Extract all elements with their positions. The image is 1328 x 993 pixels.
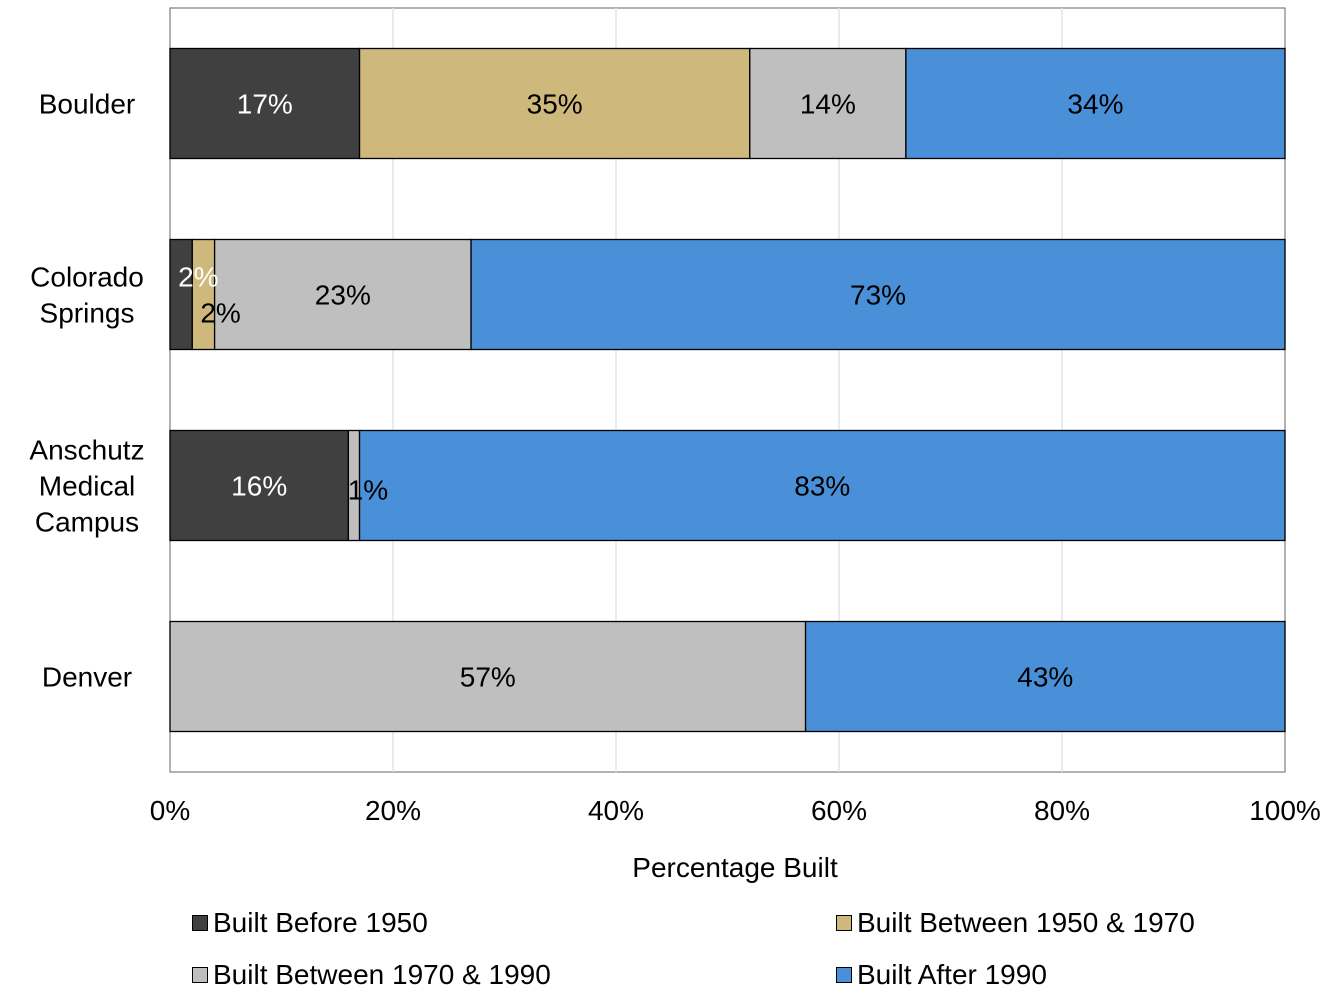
x-tick-label: 100% [1249,795,1321,826]
x-axis-title: Percentage Built [632,852,838,883]
data-label: 73% [850,280,906,311]
category-label: Colorado Springs [30,262,144,329]
category-label: Boulder [39,89,136,120]
data-label: 35% [527,89,583,120]
data-label: 2% [178,262,218,293]
x-tick-label: 80% [1034,795,1090,826]
bar-segment [358,429,1286,542]
data-label: 14% [800,89,856,120]
data-label: 1% [348,475,388,506]
bar-segment [169,47,361,160]
bar-segment [191,238,216,351]
data-label: 57% [460,662,516,693]
bar-segment [169,238,193,351]
data-label: 43% [1017,662,1073,693]
x-tick-label: 40% [588,795,644,826]
data-label: 16% [231,471,287,502]
x-tick-label: 60% [811,795,867,826]
category-labels: Boulder Colorado Springs Anschutz Medical Cam… [29,89,144,693]
x-tick-labels: 0% 20% 40% 60% 80% 100% [150,795,1321,826]
bar-segment [169,429,350,542]
bar-segment [169,620,807,733]
bars: 17% 35% 14% 34% 2% 2% 23% 73% 16% 1% 83% 57% 43% [169,47,1286,733]
x-tick-label: 20% [365,795,421,826]
data-label: 23% [315,280,371,311]
bar-segment [213,238,472,351]
data-label: 34% [1067,89,1123,120]
category-label: Denver [42,662,132,693]
data-label: 83% [794,471,850,502]
category-label: Anschutz Medical Campus [29,435,144,538]
x-tick-label: 0% [150,795,190,826]
bar-segment [470,238,1286,351]
bar-segment [905,47,1286,160]
bar-segment [804,620,1286,733]
plot-area-border [169,7,1286,773]
bar-segment [358,47,751,160]
data-label: 17% [237,89,293,120]
data-label: 2% [200,298,240,329]
